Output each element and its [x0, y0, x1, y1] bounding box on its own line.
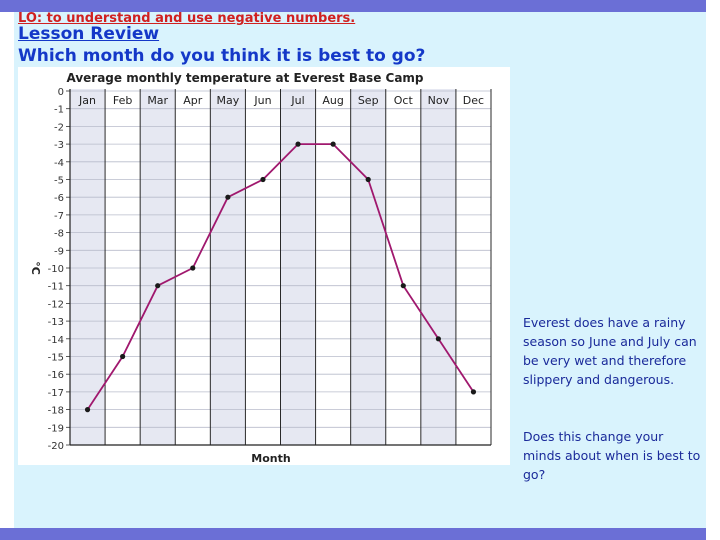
month-label: Dec: [463, 94, 484, 107]
month-label: Nov: [428, 94, 450, 107]
y-tick-label: -5: [54, 176, 64, 187]
y-axis-label: °C: [29, 261, 42, 275]
column-band: [105, 89, 141, 445]
column-band: [70, 89, 106, 445]
month-label: Jan: [78, 94, 96, 107]
data-point: [435, 336, 441, 342]
y-tick-label: 0: [58, 87, 64, 98]
plot-background: [70, 89, 491, 445]
data-point: [84, 407, 91, 413]
y-tick-label: -1: [54, 105, 64, 116]
column-band: [245, 89, 281, 445]
bottom-bar: [0, 528, 720, 540]
data-point: [225, 194, 231, 200]
y-tick-label: -8: [54, 229, 64, 240]
rainy-season-note: Everest does have a rainy season so June…: [523, 315, 697, 387]
y-tick-label: -7: [54, 211, 64, 222]
y-tick-label: -4: [54, 158, 64, 169]
x-axis-label: Month: [251, 452, 290, 465]
data-point: [155, 283, 161, 289]
month-label: Oct: [394, 94, 414, 107]
y-tick-label: -2: [54, 122, 64, 133]
column-band: [385, 89, 421, 445]
month-label: Sep: [358, 94, 379, 107]
data-point: [190, 265, 196, 271]
temperature-series: [84, 141, 477, 413]
y-tick-label: -10: [48, 264, 64, 275]
column-band: [280, 89, 316, 445]
data-point: [120, 353, 126, 360]
data-point: [330, 141, 336, 147]
month-label: Feb: [113, 94, 132, 107]
y-tick-label: -6: [54, 193, 64, 204]
month-label: Aug: [322, 94, 343, 107]
y-tick-label: -20: [48, 441, 64, 452]
column-band: [455, 89, 491, 445]
data-point: [400, 283, 406, 289]
month-labels: Jan Feb Mar Apr May Jun Jul Aug Sep Oct Nov Dec: [78, 94, 484, 107]
temperature-chart: Average monthly temperature at Everest B…: [18, 67, 510, 465]
y-tick-labels: 0 -1 -2 -3 -4 -5 -6 -7 -8 -9 -10 -11 -12 -13 -14 -15 -16…: [48, 87, 64, 452]
chart-svg: Average monthly temperature at Everest B…: [29, 71, 492, 465]
discussion-question: Does this change your minds about when i…: [523, 429, 701, 482]
column-band: [315, 89, 351, 445]
month-label: Apr: [183, 94, 203, 107]
right-margin: [706, 0, 720, 540]
y-tick-label: -15: [48, 353, 64, 364]
month-label: Mar: [147, 94, 168, 107]
column-band: [210, 89, 246, 445]
data-point: [470, 389, 477, 395]
column-band: [350, 89, 386, 445]
lesson-question: Which month do you think it is best to g…: [18, 46, 426, 66]
month-label: May: [217, 94, 240, 107]
lesson-heading: Lesson Review: [18, 24, 160, 44]
y-tick-label: -18: [48, 406, 64, 417]
learning-objective: LO: to understand and use negative numbe…: [18, 11, 356, 26]
data-point: [365, 176, 371, 183]
y-tick-label: -12: [48, 299, 64, 310]
y-tick-label: -14: [48, 335, 64, 346]
y-tick-label: -16: [48, 370, 64, 381]
data-point: [260, 176, 266, 183]
column-band: [140, 89, 176, 445]
month-label: Jul: [290, 94, 304, 107]
chart-grid: [66, 89, 492, 446]
data-point: [295, 141, 301, 147]
y-tick-label: -13: [48, 317, 64, 328]
y-tick-label: -11: [48, 282, 64, 293]
month-label: Jun: [253, 94, 271, 107]
column-band: [420, 89, 456, 445]
top-bar: [0, 0, 720, 12]
y-tick-label: -17: [48, 388, 64, 399]
y-tick-label: -9: [54, 246, 64, 257]
chart-title: Average monthly temperature at Everest B…: [66, 71, 423, 85]
y-tick-label: -3: [54, 140, 64, 151]
y-tick-label: -19: [48, 423, 64, 434]
temperature-line: [86, 143, 475, 411]
